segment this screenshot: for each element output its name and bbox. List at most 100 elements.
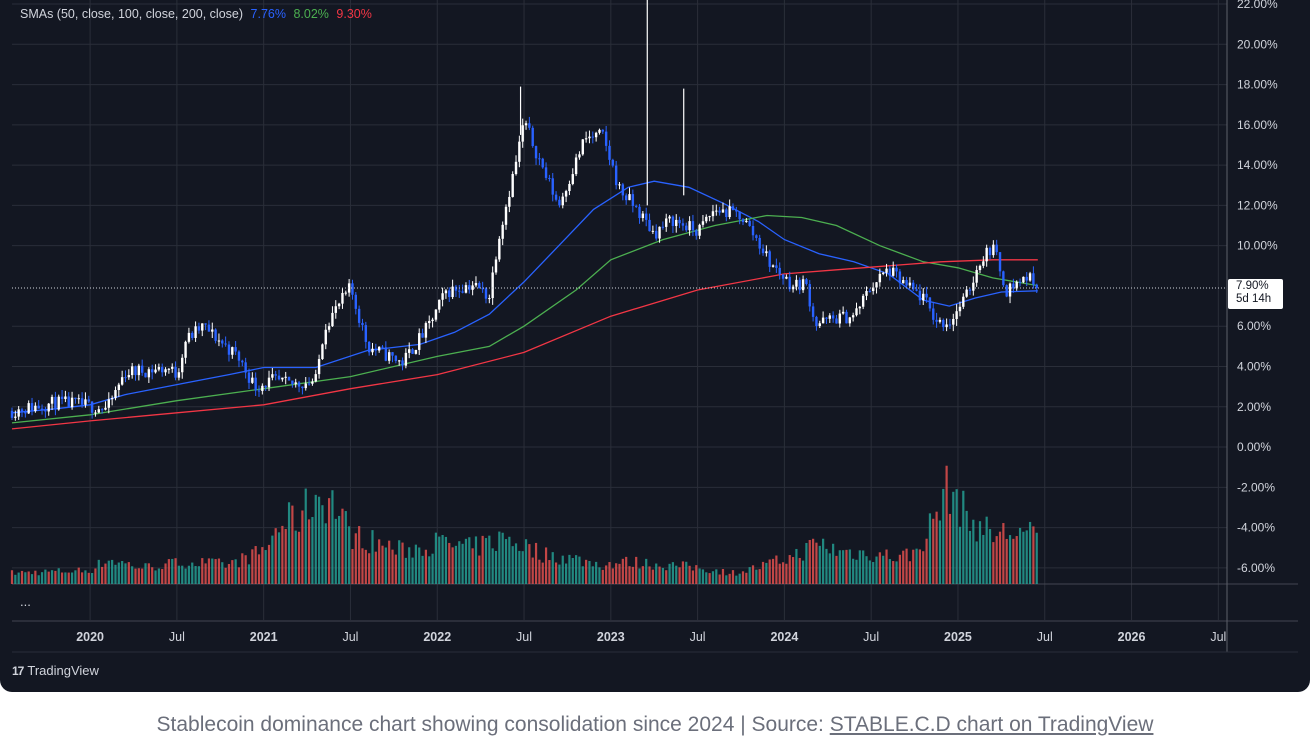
volume-bar (925, 538, 928, 584)
candle-body (815, 316, 818, 327)
candle-body (1028, 273, 1032, 281)
volume-bar (992, 542, 995, 584)
candle-body (765, 251, 768, 254)
volume-bar (231, 560, 234, 584)
candle-body (895, 267, 898, 272)
candle-body (688, 221, 691, 231)
volume-bar (771, 558, 775, 584)
volume-bar (575, 555, 578, 584)
candle-body (861, 295, 865, 307)
candle-body (528, 123, 531, 128)
volume-bar (508, 536, 511, 584)
volume-bar (418, 547, 421, 584)
y-tick-label: -2.00% (1237, 480, 1275, 494)
volume-bar (695, 565, 698, 584)
candle-body (775, 265, 778, 268)
candle-body (17, 409, 20, 417)
candle-body (311, 381, 314, 384)
candle-body (384, 347, 388, 361)
volume-bar (351, 549, 354, 584)
volume-bar (157, 568, 160, 584)
candle-body (44, 409, 47, 412)
volume-bar (97, 559, 100, 584)
candle-body (491, 272, 494, 299)
volume-bar (938, 520, 942, 584)
volume-bar (214, 559, 217, 584)
candle-body (47, 403, 50, 412)
candle-body (488, 298, 491, 300)
candle-body (107, 399, 110, 408)
volume-bar (121, 561, 124, 584)
candle-body (541, 158, 544, 168)
candle-body (431, 319, 434, 322)
candle-body (150, 369, 154, 373)
volume-bar (341, 508, 344, 584)
candle-body (855, 308, 858, 316)
candle-body (1008, 283, 1012, 297)
volume-bar (191, 562, 194, 584)
volume-bar (358, 526, 361, 584)
volume-bar (1028, 521, 1032, 584)
volume-bar (421, 555, 424, 584)
volume-bar (324, 523, 327, 584)
volume-bar (878, 552, 881, 584)
volume-bar (735, 575, 738, 584)
candle-body (124, 377, 127, 379)
candle-body (871, 287, 875, 292)
caption-source-link[interactable]: STABLE.C.D chart on TradingView (829, 713, 1154, 736)
volume-bar (725, 575, 728, 584)
candle-body (14, 416, 17, 418)
candle-body (64, 396, 67, 400)
candle-body (498, 238, 501, 260)
tradingview-brand[interactable]: 17 TradingView (12, 663, 99, 678)
candle-body (34, 405, 37, 412)
volume-bar (30, 574, 34, 584)
volume-bar (618, 563, 621, 584)
volume-bar (374, 551, 377, 584)
volume-bar (1012, 538, 1015, 584)
volume-bar (615, 563, 618, 584)
candle-body (261, 385, 264, 391)
tradingview-brand-name: TradingView (27, 663, 99, 678)
candle-body (478, 283, 481, 289)
candle-body (651, 230, 655, 232)
candle-body (157, 367, 161, 370)
volume-bar (201, 558, 204, 584)
volume-bar (865, 556, 868, 584)
candle-body (481, 288, 484, 290)
volume-bar (307, 519, 311, 584)
volume-bar (127, 562, 130, 584)
candle-body (731, 206, 735, 211)
volume-bar (1022, 531, 1025, 584)
volume-bar (595, 561, 598, 584)
volume-bar (321, 505, 324, 584)
candle-body (658, 226, 661, 239)
candle-body (841, 311, 845, 314)
y-tick-label: 4.00% (1237, 360, 1271, 374)
candle-body (808, 284, 811, 307)
candle-body (1025, 276, 1028, 281)
candle-body (778, 267, 781, 275)
volume-bar (521, 551, 524, 584)
x-tick-label: 2022 (423, 630, 451, 644)
volume-bar (111, 559, 114, 584)
volume-bar (795, 548, 798, 584)
candle-body (421, 333, 424, 338)
volume-bar (638, 568, 641, 584)
candle-body (177, 372, 181, 378)
volume-bar (625, 556, 628, 584)
volume-bar (598, 567, 601, 584)
volume-bar (224, 567, 227, 584)
volume-bar (40, 572, 44, 584)
volume-bar (154, 570, 157, 584)
sma200-value: 9.30% (336, 7, 372, 21)
volume-bar (277, 532, 281, 584)
candle-body (334, 306, 337, 313)
more-indicators-ellipsis[interactable]: ... (20, 594, 31, 609)
candle-body (331, 312, 334, 327)
sma-legend: SMAs (50, close, 100, close, 200, close)… (20, 7, 376, 21)
candle-body (100, 409, 104, 411)
volume-bar (852, 558, 855, 584)
candle-body (805, 279, 808, 285)
volume-bar (144, 563, 147, 584)
